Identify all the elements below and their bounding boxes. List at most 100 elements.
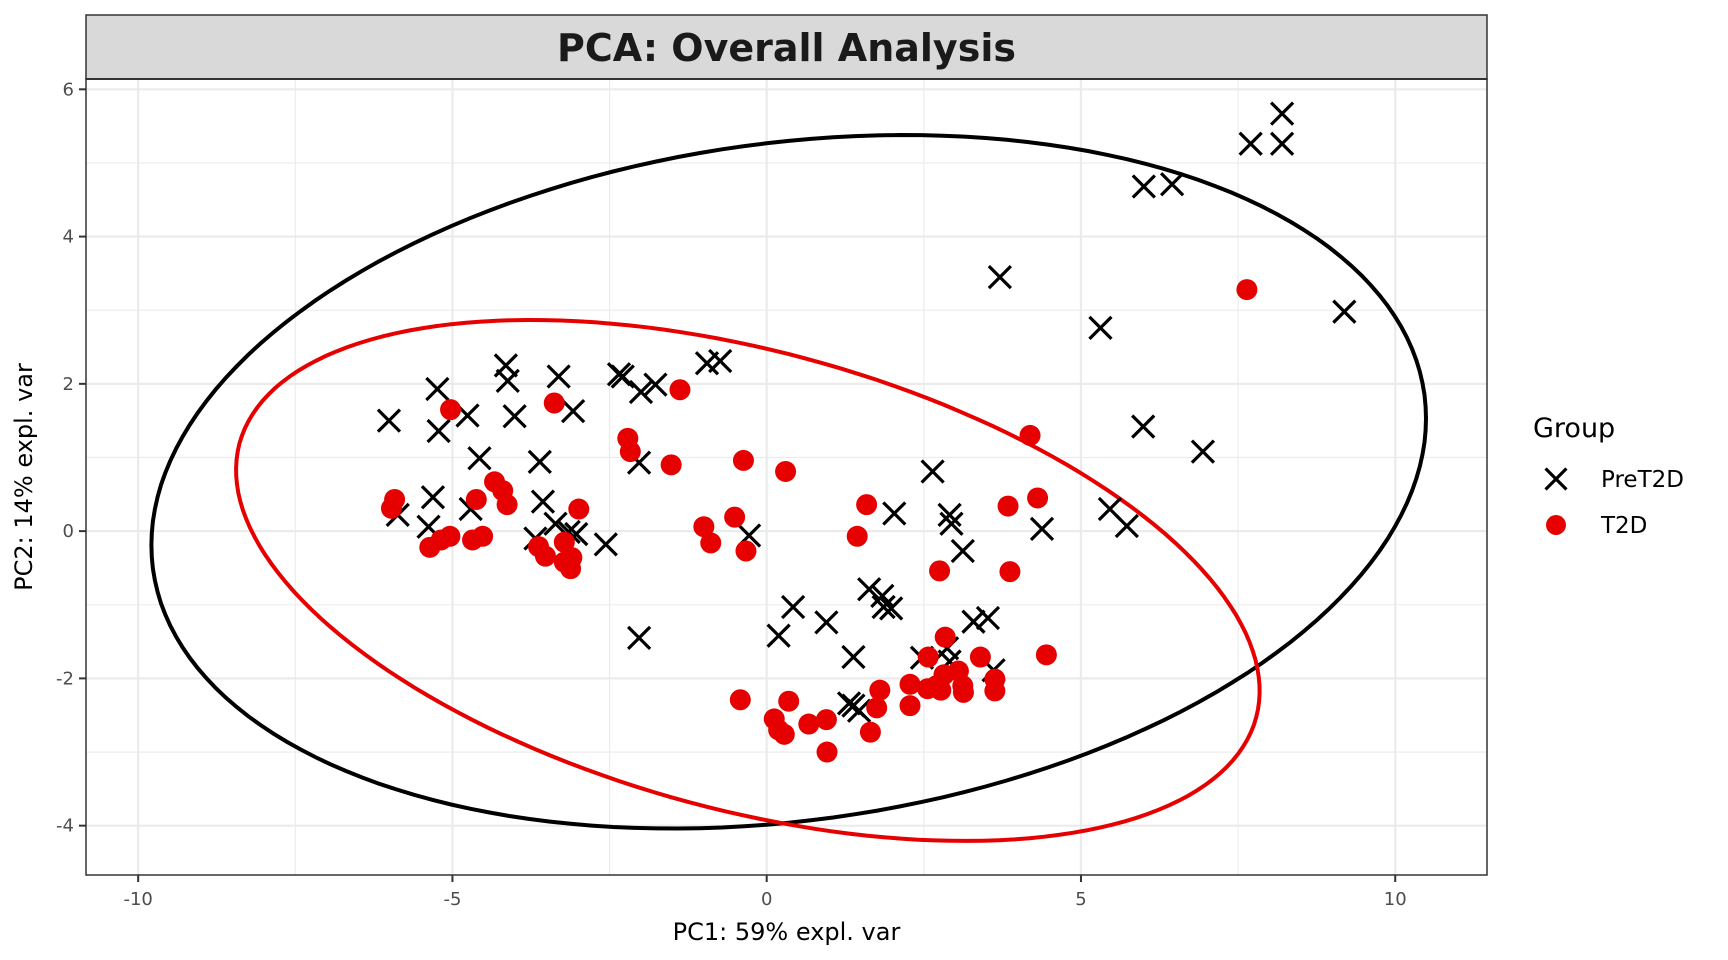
- point-pret2d: [780, 594, 806, 620]
- x-axis-title: PC1: 59% expl. var: [673, 918, 901, 946]
- y-tick-label: -4: [56, 816, 74, 837]
- point-pret2d: [879, 596, 904, 621]
- point-pret2d: [987, 264, 1013, 290]
- point-pret2d: [814, 610, 839, 635]
- point-t2d: [439, 525, 461, 547]
- point-pret2d: [1131, 414, 1156, 439]
- x-tick-label: 5: [1075, 889, 1086, 910]
- point-t2d: [952, 681, 974, 703]
- point-t2d: [568, 498, 590, 520]
- point-t2d: [866, 697, 888, 719]
- legend-title: Group: [1533, 413, 1615, 444]
- point-pret2d: [425, 376, 450, 402]
- point-t2d: [917, 646, 939, 668]
- point-t2d: [472, 525, 494, 547]
- point-pret2d: [937, 502, 962, 528]
- y-tick-label: -2: [56, 668, 74, 689]
- point-pret2d: [1332, 299, 1357, 324]
- point-t2d: [465, 488, 487, 510]
- legend-key-t2d: [1546, 515, 1566, 535]
- point-t2d: [440, 399, 462, 421]
- point-t2d: [1019, 424, 1041, 446]
- point-pret2d: [1088, 315, 1113, 341]
- point-t2d: [660, 454, 682, 476]
- point-pret2d: [546, 364, 571, 389]
- point-pret2d: [502, 404, 527, 429]
- point-t2d: [543, 392, 565, 414]
- point-t2d: [997, 495, 1019, 517]
- point-pret2d: [961, 609, 986, 634]
- point-t2d: [984, 680, 1006, 702]
- point-pret2d: [871, 594, 896, 620]
- point-t2d: [859, 721, 881, 743]
- point-t2d: [724, 506, 746, 528]
- title-strip: PCA: Overall Analysis: [85, 14, 1488, 80]
- legend-label-pret2d: PreT2D: [1601, 467, 1684, 493]
- y-tick-label: 4: [63, 227, 74, 248]
- point-t2d: [899, 673, 921, 695]
- point-t2d: [1236, 279, 1258, 301]
- legend: Group PreT2D T2D: [1533, 413, 1684, 539]
- point-pret2d: [628, 379, 654, 405]
- point-t2d: [534, 545, 556, 567]
- point-t2d: [693, 516, 715, 538]
- point-t2d: [929, 560, 951, 582]
- point-t2d: [969, 646, 991, 668]
- grid-lines: [86, 79, 1487, 875]
- point-pret2d: [920, 459, 945, 484]
- point-t2d: [735, 540, 757, 562]
- point-pret2d: [1029, 516, 1055, 542]
- point-pret2d: [530, 489, 556, 514]
- point-pret2d: [426, 418, 451, 444]
- point-t2d: [816, 741, 838, 763]
- point-pret2d: [857, 577, 882, 602]
- point-pret2d: [593, 532, 618, 557]
- point-t2d: [798, 713, 820, 735]
- point-pret2d: [467, 446, 492, 471]
- x-tick-label: -10: [123, 889, 152, 910]
- ellipse-pret2d: [149, 132, 1429, 831]
- point-pret2d: [376, 408, 402, 433]
- point-pret2d: [1238, 131, 1263, 156]
- point-pret2d: [1190, 439, 1216, 464]
- ellipse-t2d: [234, 317, 1262, 843]
- x-tick-label: -5: [443, 889, 461, 910]
- y-tick-label: 2: [63, 374, 74, 395]
- point-pret2d: [870, 583, 895, 609]
- point-pret2d: [1269, 101, 1295, 126]
- point-pret2d: [610, 364, 635, 389]
- legend-key-pret2d: [1544, 467, 1568, 491]
- point-pret2d: [950, 538, 975, 564]
- point-t2d: [846, 525, 868, 547]
- y-tick-label: 0: [63, 521, 74, 542]
- point-t2d: [869, 679, 891, 701]
- point-pret2d: [975, 605, 1001, 631]
- point-t2d: [934, 626, 956, 648]
- point-pret2d: [543, 511, 568, 536]
- point-t2d: [729, 689, 751, 711]
- point-t2d: [856, 494, 878, 516]
- legend-label-t2d: T2D: [1600, 513, 1647, 539]
- title-strip-background: [85, 14, 1488, 80]
- point-pret2d: [643, 372, 668, 397]
- point-pret2d: [841, 644, 866, 670]
- x-tick-label: 10: [1384, 889, 1407, 910]
- point-pret2d: [420, 485, 446, 510]
- point-t2d: [775, 460, 797, 482]
- point-t2d: [778, 690, 800, 712]
- point-pret2d: [1131, 174, 1156, 199]
- point-t2d: [899, 695, 921, 717]
- point-pret2d: [939, 511, 964, 536]
- point-pret2d: [527, 449, 552, 475]
- point-t2d: [815, 709, 837, 731]
- point-t2d: [384, 488, 406, 510]
- point-pret2d: [626, 625, 652, 651]
- axes: -10 -5 0 5 10 -4 -2 0 2 4 6: [56, 79, 1407, 910]
- point-t2d: [999, 561, 1021, 583]
- point-pret2d: [846, 698, 872, 723]
- point-t2d: [732, 449, 754, 471]
- point-pret2d: [708, 348, 733, 374]
- point-pret2d: [1114, 513, 1139, 539]
